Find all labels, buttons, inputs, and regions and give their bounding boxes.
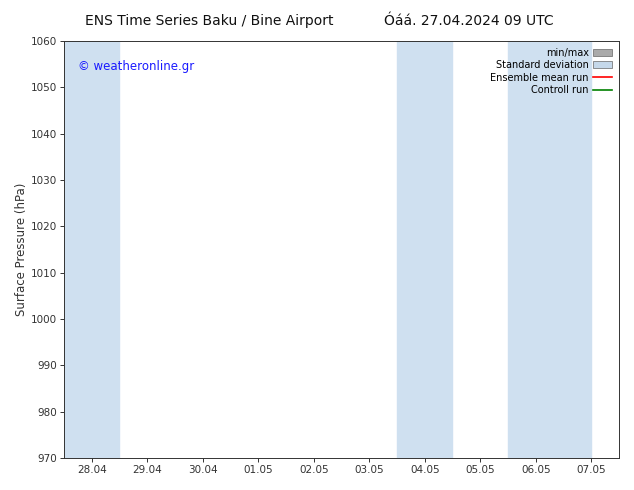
Text: ENS Time Series Baku / Bine Airport: ENS Time Series Baku / Bine Airport [85, 14, 333, 28]
Bar [397, 41, 453, 458]
Text: Óáá. 27.04.2024 09 UTC: Óáá. 27.04.2024 09 UTC [384, 14, 554, 28]
Y-axis label: Surface Pressure (hPa): Surface Pressure (hPa) [15, 183, 28, 316]
Text: © weatheronline.gr: © weatheronline.gr [78, 60, 194, 73]
Bar [508, 41, 592, 458]
Legend: min/max, Standard deviation, Ensemble mean run, Controll run: min/max, Standard deviation, Ensemble me… [488, 46, 614, 97]
Bar [64, 41, 119, 458]
